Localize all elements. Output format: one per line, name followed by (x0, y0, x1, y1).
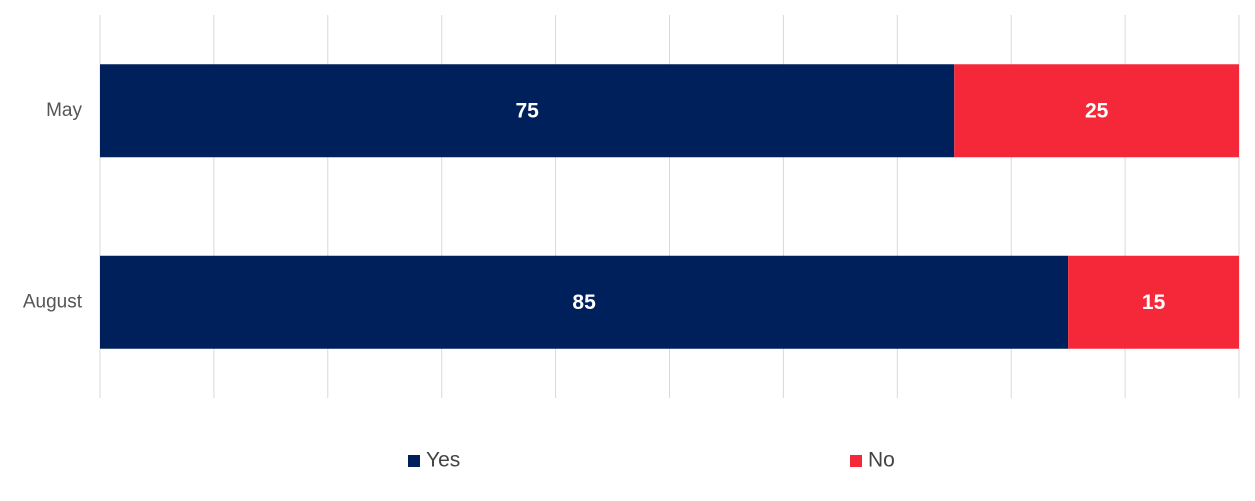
data-label: 25 (1085, 99, 1109, 122)
data-label: 75 (515, 99, 539, 122)
bar-segment (100, 64, 955, 158)
y-tick-label: May (46, 100, 82, 121)
data-label: 85 (572, 291, 596, 314)
legend-label: Yes (426, 449, 460, 472)
legend-label: No (868, 449, 895, 472)
legend-swatch (850, 455, 862, 467)
bar-segment (954, 64, 1239, 158)
bar-segment (1068, 255, 1239, 349)
data-label: 15 (1142, 291, 1166, 314)
bar-segment (100, 255, 1069, 349)
y-tick-label: August (23, 291, 83, 312)
legend-swatch (408, 455, 420, 467)
